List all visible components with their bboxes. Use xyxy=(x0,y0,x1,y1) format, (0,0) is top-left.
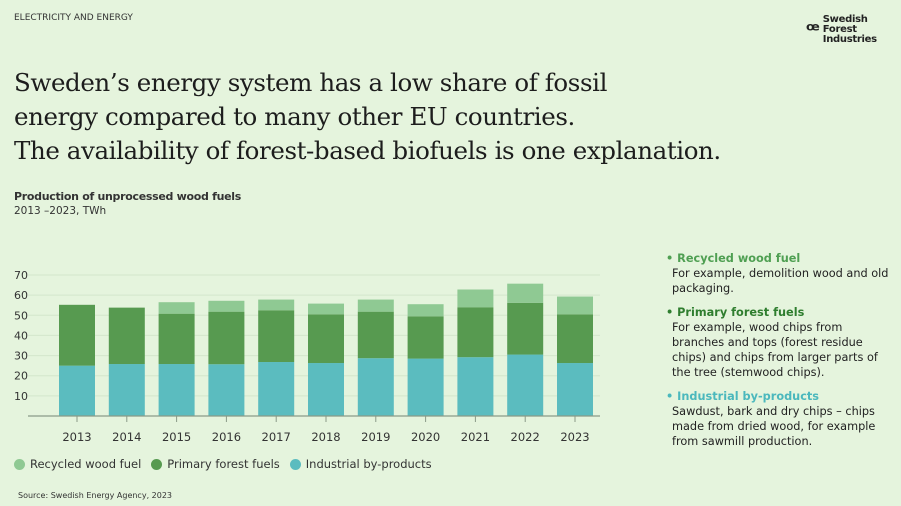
bar-segment-recycled-wood-fuel xyxy=(208,300,245,312)
source-note: Source: Swedish Energy Agency, 2023 xyxy=(18,491,173,500)
bar-segment-recycled-wood-fuel xyxy=(557,296,593,315)
note-text: Sawdust, bark and dry chips – chips made… xyxy=(672,405,876,448)
bar-segment-primary-forest-fuels xyxy=(59,304,95,366)
bar-segment-primary-forest-fuels xyxy=(208,311,245,365)
bar-segment-primary-forest-fuels xyxy=(357,311,394,359)
bar-segment-industrial-by-products xyxy=(308,363,344,416)
bar-segment-industrial-by-products xyxy=(59,365,95,416)
x-tick-label: 2021 xyxy=(461,430,490,444)
stacked-bar-chart: 10 20 30 40 50 60 70 2013 2014 2015 2016 2017 2018 20… xyxy=(14,269,600,444)
bar-segment-recycled-wood-fuel xyxy=(308,303,344,315)
x-tick-label: 2020 xyxy=(411,430,440,444)
bar-segment-industrial-by-products xyxy=(457,357,494,416)
bar-segment-primary-forest-fuels xyxy=(557,314,593,364)
bar-segment-industrial-by-products xyxy=(258,362,295,416)
legend-item: Primary forest fuels xyxy=(151,457,280,471)
legend-label: Primary forest fuels xyxy=(167,457,280,471)
bar-segment-recycled-wood-fuel xyxy=(258,299,295,311)
y-tick-label: 60 xyxy=(14,289,28,302)
note-industrial: • Industrial by-products Sawdust, bark a… xyxy=(666,389,897,449)
bar-segment-primary-forest-fuels xyxy=(507,302,544,355)
logo-icon: ꟹ xyxy=(806,18,820,42)
bar-segment-recycled-wood-fuel xyxy=(357,299,394,312)
x-tick-label: 2017 xyxy=(262,430,291,444)
x-tick-label: 2015 xyxy=(162,430,191,444)
y-tick-label: 50 xyxy=(14,309,28,322)
bar-segment-recycled-wood-fuel xyxy=(407,304,444,317)
bar-segment-primary-forest-fuels xyxy=(108,307,145,365)
x-tick-label: 2018 xyxy=(311,430,340,444)
note-title: • Industrial by-products xyxy=(666,390,820,403)
bar-segment-industrial-by-products xyxy=(357,358,394,416)
headline-line: The availability of forest-based biofuel… xyxy=(14,136,721,165)
chart-subtitle: 2013 –2023, TWh xyxy=(14,205,107,217)
note-title: • Primary forest fuels xyxy=(666,306,805,319)
headline-line: Sweden’s energy system has a low share o… xyxy=(14,68,608,97)
bar-segment-industrial-by-products xyxy=(158,364,195,416)
bar-segment-industrial-by-products xyxy=(407,358,444,416)
bar-segment-recycled-wood-fuel xyxy=(158,302,195,314)
x-tick-label: 2019 xyxy=(361,430,390,444)
section-label: ELECTRICITY AND ENERGY xyxy=(14,13,133,23)
note-text: For example, demolition wood and old pac… xyxy=(672,267,889,295)
x-tick-label: 2016 xyxy=(212,430,241,444)
bar-segment-industrial-by-products xyxy=(507,354,544,416)
y-tick-label: 30 xyxy=(14,350,28,363)
bar-segment-industrial-by-products xyxy=(208,364,245,416)
bar-segment-industrial-by-products xyxy=(557,363,593,416)
x-tick-label: 2013 xyxy=(62,430,91,444)
headline: Sweden’s energy system has a low share o… xyxy=(14,66,721,168)
bar-segment-primary-forest-fuels xyxy=(158,313,195,365)
chart-title: Production of unprocessed wood fuels xyxy=(14,190,242,203)
chart-legend: Recycled wood fuel Primary forest fuels In… xyxy=(14,457,432,471)
bar-segment-recycled-wood-fuel xyxy=(457,289,494,308)
bar-segment-primary-forest-fuels xyxy=(457,307,494,358)
bar-segment-recycled-wood-fuel xyxy=(507,283,544,303)
x-tick-label: 2022 xyxy=(511,430,540,444)
bar-segment-industrial-by-products xyxy=(108,364,145,416)
legend-label: Industrial by-products xyxy=(305,457,432,471)
notes-panel: • Recycled wood fuel For example, demoli… xyxy=(666,251,897,458)
x-tick-label: 2014 xyxy=(112,430,141,444)
legend-swatch xyxy=(289,458,301,470)
bar-segment-primary-forest-fuels xyxy=(308,314,344,364)
legend-label: Recycled wood fuel xyxy=(30,457,142,471)
legend-item: Recycled wood fuel xyxy=(14,457,141,471)
logo: ꟹ Swedish Forest Industries xyxy=(806,15,901,45)
note-title: • Recycled wood fuel xyxy=(666,252,801,265)
note-primary: • Primary forest fuels For example, wood… xyxy=(666,305,897,380)
legend-swatch xyxy=(151,458,163,470)
y-tick-label: 20 xyxy=(14,370,28,383)
y-tick-label: 40 xyxy=(14,329,28,342)
bar-segment-primary-forest-fuels xyxy=(258,310,295,363)
headline-line: energy compared to many other EU countri… xyxy=(14,102,575,131)
y-tick-label: 10 xyxy=(14,390,28,403)
legend-item: Industrial by-products xyxy=(289,457,432,471)
y-tick-label: 70 xyxy=(14,269,28,282)
x-tick-label: 2023 xyxy=(560,430,589,444)
legend-swatch xyxy=(14,458,25,470)
note-recycled: • Recycled wood fuel For example, demoli… xyxy=(666,251,897,296)
logo-text: Swedish Forest Industries xyxy=(822,14,877,45)
note-text: For example, wood chips from branches an… xyxy=(672,321,878,379)
bar-segment-primary-forest-fuels xyxy=(407,316,444,359)
